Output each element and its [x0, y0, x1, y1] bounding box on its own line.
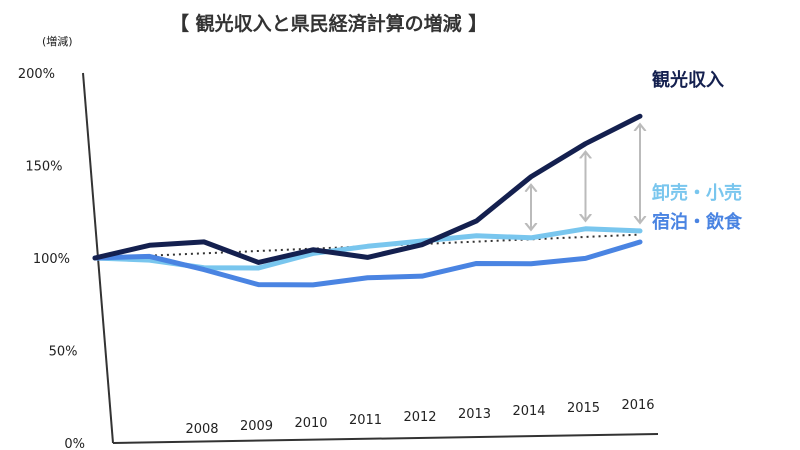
- y-tick-label: 150%: [25, 160, 62, 175]
- y-tick-label: 0%: [64, 437, 85, 450]
- x-axis-line: [112, 433, 659, 444]
- x-tick-label: 2008: [185, 422, 218, 437]
- x-tick-label: 2014: [512, 404, 545, 419]
- series-layer: [92, 113, 643, 288]
- series-label-2: 宿泊・飲食: [652, 211, 743, 233]
- y-tick-label: 100%: [33, 252, 70, 267]
- x-tick-label: 2015: [567, 401, 600, 416]
- trend-line: [94, 233, 641, 259]
- series-label-1: 卸売・小売: [652, 182, 742, 204]
- x-tick-label: 2012: [403, 410, 436, 425]
- y-axis-ticks: 0% 50% 100% 150% 200%: [18, 67, 85, 450]
- y-unit-label: (増減): [42, 34, 73, 48]
- series-line-2: [92, 239, 643, 288]
- x-tick-label: 2010: [294, 416, 327, 431]
- x-tick-label: 2009: [240, 419, 273, 434]
- x-axis-ticks: 2008 2009 2010 2011 2012 2013 2014 2015 2016: [185, 398, 654, 437]
- y-tick-label: 200%: [18, 67, 55, 82]
- series-line-0: [92, 113, 643, 265]
- gap-arrows-layer: [531, 124, 640, 230]
- x-tick-label: 2016: [621, 398, 654, 413]
- series-label-0: 観光収入: [652, 69, 724, 91]
- x-tick-label: 2013: [458, 407, 491, 422]
- x-tick-label: 2011: [349, 413, 382, 428]
- y-tick-label: 50%: [49, 345, 78, 360]
- chart-title: 【 観光収入と県民経済計算の増減 】: [170, 12, 487, 35]
- trend-line-layer: [94, 233, 641, 259]
